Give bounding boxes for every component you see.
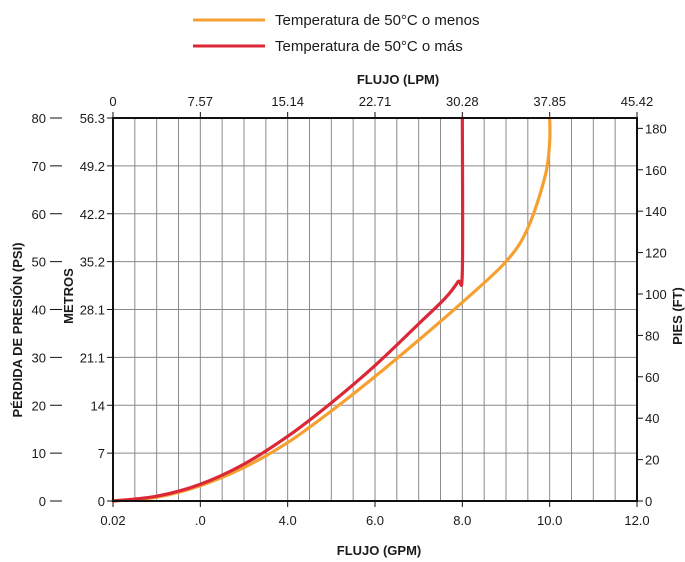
inner-left-tick-label: 7 [98,446,105,461]
bottom-axis-title: FLUJO (GPM) [337,543,422,558]
series-line-red [111,116,465,503]
left-tick-label: 70 [32,159,46,174]
bottom-tick-label: 12.0 [624,513,649,528]
series-lines [111,116,552,503]
right-axis-title: PIES (FT) [670,287,685,345]
bottom-tick-label: .0 [195,513,206,528]
top-axis-title: FLUJO (LPM) [357,72,439,87]
left-tick-label: 40 [32,303,46,318]
right-tick-label: 40 [645,411,659,426]
legend-label-red: Temperatura de 50°C o más [275,38,463,55]
bottom-tick-label: 4.0 [279,513,297,528]
bottom-tick-label: 0.02 [100,513,125,528]
left-tick-label: 10 [32,446,46,461]
left-tick-label: 0 [39,494,46,509]
bottom-tick-label: 10.0 [537,513,562,528]
top-tick-label: 7.57 [188,94,213,109]
bottom-tick-label: 8.0 [453,513,471,528]
right-tick-label: 60 [645,370,659,385]
inner-left-tick-label: 28.1 [80,303,105,318]
right-tick-label: 180 [645,121,667,136]
left-tick-label: 50 [32,255,46,270]
left-tick-label: 80 [32,111,46,126]
inner-left-tick-label: 21.1 [80,350,105,365]
left-tick-label: 30 [32,350,46,365]
top-tick-label: 0 [109,94,116,109]
inner-left-tick-label: 56.3 [80,111,105,126]
top-tick-label: 30.28 [446,94,479,109]
inner-left-axis-title: METROS [61,268,76,324]
top-tick-label: 37.85 [533,94,566,109]
left-tick-label: 60 [32,207,46,222]
left-tick-label: 20 [32,398,46,413]
top-tick-label: 45.42 [621,94,654,109]
inner-left-tick-label: 35.2 [80,255,105,270]
legend: Temperatura de 50°C o menos Temperatura … [193,12,479,55]
legend-label-orange: Temperatura de 50°C o menos [275,12,479,29]
right-tick-label: 120 [645,246,667,261]
tick-labels: 0.02 .0 4.0 6.0 8.0 10.0 12.0 0 7.57 15.14 22.71 30… [32,94,667,528]
right-tick-label: 160 [645,163,667,178]
grid [113,118,637,501]
top-tick-label: 22.71 [359,94,392,109]
bottom-tick-label: 6.0 [366,513,384,528]
right-tick-label: 100 [645,287,667,302]
inner-left-tick-label: 0 [98,494,105,509]
plot-frame [112,117,638,502]
right-tick-label: 20 [645,453,659,468]
inner-left-tick-label: 14 [91,398,105,413]
inner-left-tick-label: 49.2 [80,159,105,174]
right-tick-label: 80 [645,328,659,343]
top-tick-label: 15.14 [271,94,304,109]
inner-left-tick-label: 42.2 [80,207,105,222]
left-axis-title: PÉRDIDA DE PRESIÓN (PSI) [10,242,25,417]
right-tick-label: 140 [645,204,667,219]
right-tick-label: 0 [645,494,652,509]
